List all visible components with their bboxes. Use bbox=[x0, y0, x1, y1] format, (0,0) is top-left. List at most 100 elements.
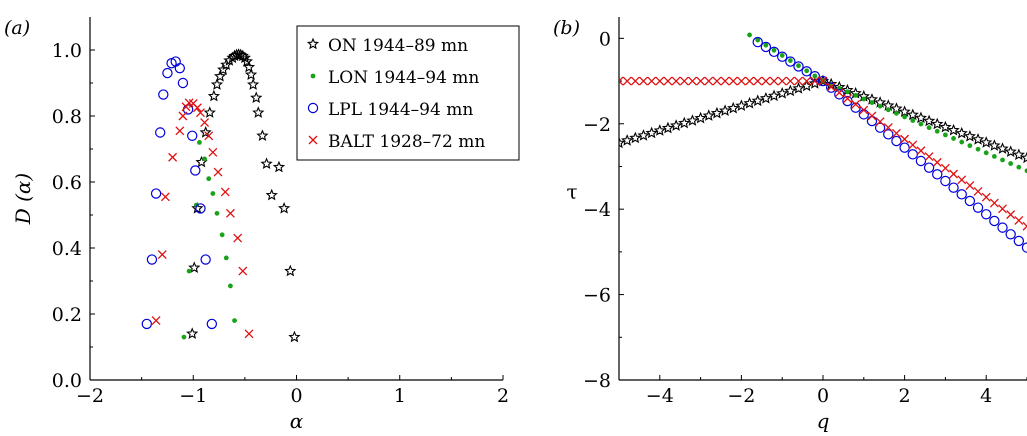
legend-label: LPL 1944–94 mn bbox=[328, 100, 473, 120]
data-point bbox=[956, 189, 967, 200]
data-point bbox=[177, 77, 189, 89]
legend-label: ON 1944–89 mn bbox=[328, 36, 468, 56]
data-point bbox=[240, 55, 254, 67]
series-on bbox=[186, 48, 301, 343]
data-point bbox=[998, 204, 1007, 214]
x-tick-label: 0 bbox=[817, 385, 829, 407]
data-point bbox=[980, 136, 993, 148]
data-point bbox=[214, 210, 220, 216]
data-point bbox=[891, 135, 902, 147]
data-point bbox=[220, 187, 230, 197]
data-point bbox=[934, 128, 940, 134]
y-tick-label: 0.0 bbox=[52, 370, 82, 392]
data-point bbox=[747, 32, 752, 38]
data-point bbox=[265, 188, 278, 201]
data-point bbox=[948, 182, 959, 193]
data-point bbox=[630, 76, 640, 86]
data-point bbox=[755, 37, 761, 43]
data-point bbox=[997, 222, 1008, 233]
x-axis-label: q bbox=[817, 409, 830, 433]
data-point bbox=[767, 89, 781, 102]
data-point bbox=[763, 42, 769, 48]
data-point bbox=[898, 105, 911, 118]
data-point bbox=[759, 91, 773, 104]
data-point bbox=[861, 96, 867, 102]
data-point bbox=[202, 156, 208, 162]
data-point bbox=[195, 203, 206, 214]
data-point bbox=[150, 188, 162, 199]
data-point bbox=[206, 176, 212, 182]
data-point bbox=[178, 111, 188, 121]
data-point bbox=[988, 139, 1001, 151]
data-point bbox=[834, 88, 844, 98]
data-point bbox=[647, 76, 657, 86]
data-point bbox=[796, 63, 801, 69]
data-point bbox=[951, 136, 956, 141]
data-point bbox=[883, 123, 893, 132]
data-point bbox=[943, 132, 948, 138]
data-point bbox=[875, 117, 885, 127]
data-point bbox=[190, 165, 201, 176]
data-point bbox=[210, 78, 224, 90]
data-point bbox=[964, 195, 976, 207]
data-point bbox=[1008, 161, 1014, 166]
data-point bbox=[981, 192, 991, 202]
data-point bbox=[761, 76, 771, 86]
data-point bbox=[866, 115, 878, 127]
data-point bbox=[996, 142, 1009, 154]
data-point bbox=[769, 76, 779, 86]
data-point bbox=[736, 76, 746, 86]
legend-marker bbox=[306, 37, 320, 50]
data-point bbox=[200, 254, 211, 265]
data-point bbox=[859, 105, 869, 115]
data-point bbox=[932, 169, 943, 180]
y-tick-label: 0.4 bbox=[52, 238, 82, 260]
data-point bbox=[162, 67, 173, 79]
data-point bbox=[655, 76, 665, 86]
data-point bbox=[619, 136, 626, 149]
data-point bbox=[663, 76, 673, 86]
data-point bbox=[694, 111, 707, 124]
data-point bbox=[621, 134, 634, 146]
data-point bbox=[193, 202, 199, 208]
data-point bbox=[955, 126, 968, 139]
data-point bbox=[771, 47, 777, 53]
data-point bbox=[678, 116, 691, 129]
data-point bbox=[225, 208, 235, 218]
y-tick-label: −4 bbox=[583, 199, 611, 221]
data-point bbox=[776, 87, 789, 99]
y-tick-label: 0 bbox=[599, 28, 611, 50]
data-point bbox=[869, 100, 875, 105]
data-point bbox=[188, 261, 201, 274]
data-point bbox=[826, 82, 836, 92]
data-point bbox=[155, 127, 166, 138]
data-point bbox=[834, 89, 845, 100]
data-point bbox=[217, 63, 230, 76]
series-balt bbox=[151, 98, 254, 339]
data-point bbox=[932, 157, 942, 167]
panel-b-data bbox=[619, 32, 1027, 253]
data-point bbox=[812, 73, 818, 79]
data-point bbox=[940, 175, 951, 187]
data-point bbox=[175, 126, 185, 136]
data-point bbox=[792, 82, 805, 94]
x-tick-label: −2 bbox=[76, 385, 104, 407]
panel-label-a: (a) bbox=[4, 17, 30, 39]
data-point bbox=[975, 146, 981, 152]
data-point bbox=[817, 75, 829, 87]
data-point bbox=[877, 103, 883, 109]
data-point bbox=[720, 76, 730, 86]
data-point bbox=[785, 76, 795, 86]
data-point bbox=[971, 133, 985, 145]
data-point bbox=[891, 128, 901, 138]
data-point bbox=[760, 41, 772, 53]
x-tick-label: −2 bbox=[727, 385, 755, 407]
data-point bbox=[785, 56, 796, 67]
data-point bbox=[288, 330, 301, 343]
data-point bbox=[669, 119, 683, 131]
data-point bbox=[622, 76, 632, 86]
x-tick-label: 1 bbox=[394, 385, 406, 407]
data-point bbox=[645, 126, 658, 139]
data-point bbox=[743, 96, 756, 109]
